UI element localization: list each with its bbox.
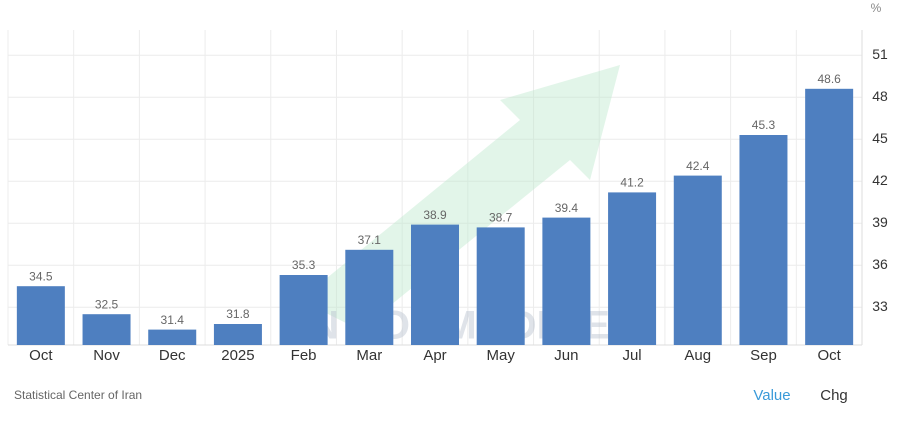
x-tick-label: Jun [554,347,578,364]
y-tick-label: 48 [872,88,888,104]
value-label: 48.6 [817,72,841,86]
bar [608,192,657,345]
y-tick-label: 51 [872,46,888,62]
y-tick-label: 33 [872,298,888,314]
x-tick-label: Oct [817,347,841,364]
value-label: 42.4 [686,159,710,173]
bar [213,324,262,345]
x-tick-label: 2025 [221,347,254,364]
y-tick-label: 39 [872,214,888,230]
x-tick-label: Oct [29,347,53,364]
value-label: 38.7 [489,211,513,225]
bar [542,217,591,345]
value-label: 35.3 [292,258,316,272]
bar [805,88,854,346]
x-tick-label: Jul [622,347,641,364]
x-tick-label: Aug [684,347,711,364]
bar [16,286,65,345]
chg-button[interactable]: Chg [820,387,848,404]
bar [476,227,525,345]
value-label: 41.2 [620,176,644,190]
y-tick-label: 36 [872,256,888,272]
value-label: 31.4 [161,313,185,327]
value-label: 32.5 [95,297,119,311]
value-label: 34.5 [29,269,53,283]
bar [345,249,394,345]
x-tick-label: Apr [423,347,446,364]
bar [673,175,722,345]
bar [411,224,459,345]
source: Statistical Center of Iran [14,388,142,402]
x-tick-label: Sep [750,347,777,364]
value-label: 38.9 [423,208,447,222]
bar [739,135,788,345]
bar [148,329,197,345]
y-tick-label: 45 [872,130,888,146]
value-label: 37.1 [358,233,382,247]
value-button[interactable]: Value [753,387,790,404]
value-label: 39.4 [555,201,579,215]
y-tick-label: 42 [872,172,888,188]
bar [82,314,131,345]
value-label: 45.3 [752,118,776,132]
value-label: 31.8 [226,307,250,321]
x-tick-label: Feb [291,347,317,364]
x-tick-label: Nov [93,347,120,364]
y-unit: % [871,1,882,15]
x-tick-label: Dec [159,347,186,364]
x-tick-label: May [487,347,516,364]
bar [279,275,328,345]
x-tick-label: Mar [356,347,382,364]
